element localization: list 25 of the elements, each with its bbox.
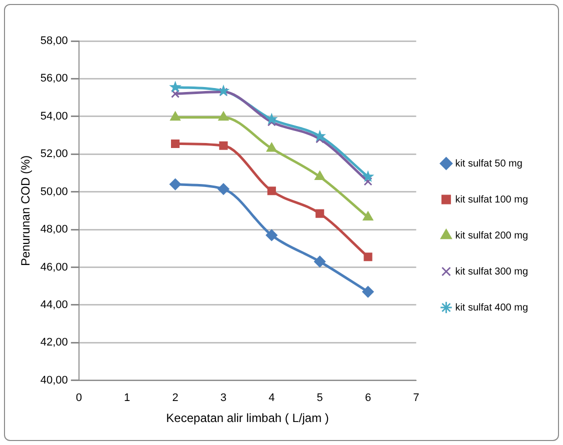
- legend-label: kit sulfat 200 mg: [455, 230, 528, 242]
- x-tick-label: 7: [413, 392, 420, 404]
- y-axis-title: Penurunan COD (%): [18, 155, 33, 266]
- legend-label: kit sulfat 50 mg: [455, 158, 522, 170]
- x-tick-label: 1: [124, 392, 130, 404]
- y-tick-label: 58,00: [40, 35, 68, 48]
- x-axis-title: Kecepatan alir limbah ( L/jam ): [166, 411, 329, 426]
- y-tick-label: 40,00: [40, 374, 68, 386]
- y-tick-label: 42,00: [40, 336, 68, 349]
- legend-label: kit sulfat 100 mg: [455, 194, 528, 206]
- y-tick-label: 48,00: [40, 224, 68, 236]
- y-tick-label: 46,00: [40, 261, 68, 274]
- x-tick-label: 5: [316, 392, 323, 404]
- x-tick-label: 6: [364, 392, 372, 404]
- x-tick-label: 3: [220, 392, 227, 404]
- x-tick-label: 2: [172, 392, 178, 404]
- y-tick-label: 44,00: [40, 299, 68, 312]
- y-tick-label: 54,00: [40, 110, 68, 122]
- y-tick-label: 52,00: [40, 148, 68, 160]
- x-tick-label: 0: [76, 392, 82, 404]
- y-tick-label: 50,00: [40, 186, 68, 198]
- y-tick-label: 56,00: [40, 72, 68, 85]
- legend-label: kit sulfat 300 mg: [455, 266, 528, 278]
- legend-label: kit sulfat 400 mg: [455, 302, 528, 314]
- x-tick-label: 4: [268, 392, 275, 404]
